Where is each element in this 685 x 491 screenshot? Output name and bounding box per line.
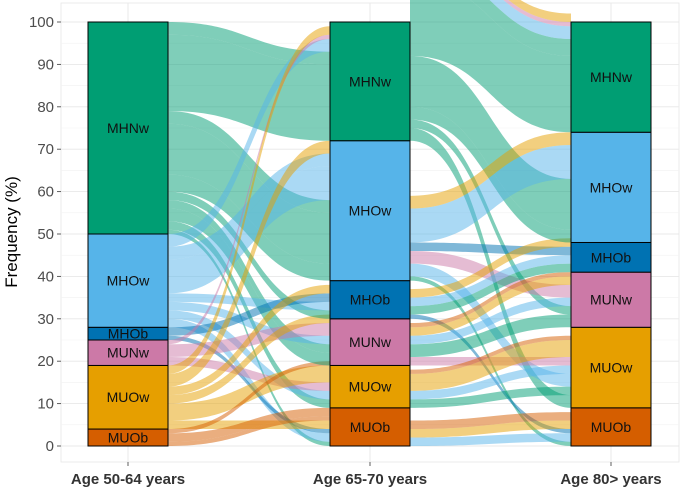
x-tick-label: Age 50-64 years <box>71 471 185 488</box>
flow-ribbon <box>168 166 330 294</box>
stratum-label: MHOb <box>108 326 149 342</box>
flow-ribbon <box>410 314 571 357</box>
stratum-label: MUOw <box>107 389 151 405</box>
stratum-label: MUOw <box>590 360 634 376</box>
flow-ribbon <box>168 200 330 353</box>
stratum-munw <box>570 271 652 328</box>
flow-ribbon <box>168 123 330 264</box>
flow-ribbon <box>168 111 330 213</box>
flow-ribbon <box>410 412 571 430</box>
stratum-mhow <box>329 140 411 282</box>
flow-ribbon <box>410 297 571 345</box>
flow-ribbon <box>410 119 571 315</box>
stratum-label: MUOw <box>349 379 393 395</box>
stratum-label: MUNw <box>590 292 633 308</box>
flow-ribbon <box>168 22 330 65</box>
flow-ribbon <box>410 340 571 391</box>
flow-ribbon <box>168 26 330 374</box>
flow-ribbon <box>410 238 571 298</box>
stratum-muow <box>570 326 652 409</box>
flow-ribbon <box>410 263 571 315</box>
flow-ribbon <box>168 38 330 247</box>
stratum-label: MHNw <box>590 69 633 85</box>
flow-ribbon <box>503 0 571 27</box>
stratum-label: MUOb <box>108 430 149 446</box>
flow-ribbon <box>168 34 330 345</box>
x-axis: Age 50-64 years Age 65-70 years Age 80> ye… <box>71 462 662 488</box>
y-tick-label: 40 <box>37 268 54 285</box>
strata: MUOb MUOw MUNw MHOb MHOw MHNw MUOb MUOw MUNw MHOb… <box>87 21 652 447</box>
flows <box>168 0 571 446</box>
flow-ribbon <box>410 144 571 243</box>
x-tick-label: Age 80> years <box>560 471 661 488</box>
stratum-label: MHNw <box>107 120 150 136</box>
stratum-mhnw <box>87 21 169 235</box>
y-tick-label: 60 <box>37 184 54 201</box>
stratum-mhow <box>570 131 652 243</box>
y-tick-label: 100 <box>29 14 54 31</box>
stratum-munw <box>329 318 411 366</box>
flow-ribbon <box>489 0 571 39</box>
flow-ribbon <box>410 55 571 230</box>
flow-ribbon <box>410 420 571 438</box>
y-axis-title: Frequency (%) <box>2 176 21 287</box>
flow-ribbon <box>168 361 330 434</box>
y-tick-label: 50 <box>37 226 54 243</box>
stratum-mhnw <box>570 21 652 133</box>
flow-ribbon <box>168 318 330 442</box>
stratum-label: MUOb <box>350 419 391 435</box>
flow-ribbon <box>168 284 330 396</box>
stratum-label: MUNw <box>107 345 150 361</box>
stratum-muow <box>329 364 411 409</box>
flow-ribbon <box>410 276 571 336</box>
flow-ribbon <box>410 365 571 400</box>
flow-ribbon <box>168 314 330 404</box>
flow-ribbon <box>470 0 571 56</box>
flow-ribbon <box>410 263 571 387</box>
flow-ribbon <box>168 293 330 311</box>
flow-ribbon <box>168 407 330 442</box>
stratum-mhob <box>570 241 652 273</box>
stratum-mhow <box>87 233 169 328</box>
flow-ribbon <box>410 132 571 209</box>
y-tick-label: 20 <box>37 353 54 370</box>
y-tick-label: 30 <box>37 311 54 328</box>
stratum-mhnw <box>329 21 411 142</box>
flow-ribbon <box>168 34 330 141</box>
flow-ribbon <box>410 386 571 408</box>
y-tick-label: 70 <box>37 141 54 158</box>
stratum-label: MUOb <box>591 419 632 435</box>
stratum-label: MUNw <box>349 334 392 350</box>
stratum-muob <box>329 407 411 447</box>
stratum-munw <box>87 339 169 366</box>
y-tick-label: 0 <box>46 438 54 455</box>
stratum-label: MHOw <box>590 179 634 195</box>
stratum-mhob <box>329 280 411 320</box>
flow-ribbon <box>410 433 571 446</box>
y-tick-label: 10 <box>37 396 54 413</box>
y-tick-label: 80 <box>37 99 54 116</box>
stratum-label: MHNw <box>349 73 392 89</box>
stratum-label: MHOw <box>349 203 393 219</box>
y-axis: 0 10 20 30 40 50 60 70 80 90 100 <box>29 14 61 455</box>
stratum-label: MHOb <box>591 249 632 265</box>
flow-ribbon <box>168 191 330 319</box>
y-tick-label: 90 <box>37 56 54 73</box>
x-tick-label: Age 65-70 years <box>313 471 427 488</box>
flow-ribbon <box>168 153 330 260</box>
flow-ribbon <box>410 255 571 307</box>
flow-ribbon <box>168 365 330 421</box>
stratum-muob <box>570 407 652 447</box>
stratum-label: MHOb <box>350 292 391 308</box>
flow-ribbon <box>168 140 330 387</box>
stratum-label: MHOw <box>107 273 151 289</box>
flow-ribbon <box>168 208 330 366</box>
flow-ribbon <box>410 0 571 133</box>
flow-ribbon <box>168 416 330 446</box>
flow-ribbon <box>410 335 571 374</box>
flow-ribbon <box>508 0 571 22</box>
flow-ribbon <box>410 272 571 328</box>
